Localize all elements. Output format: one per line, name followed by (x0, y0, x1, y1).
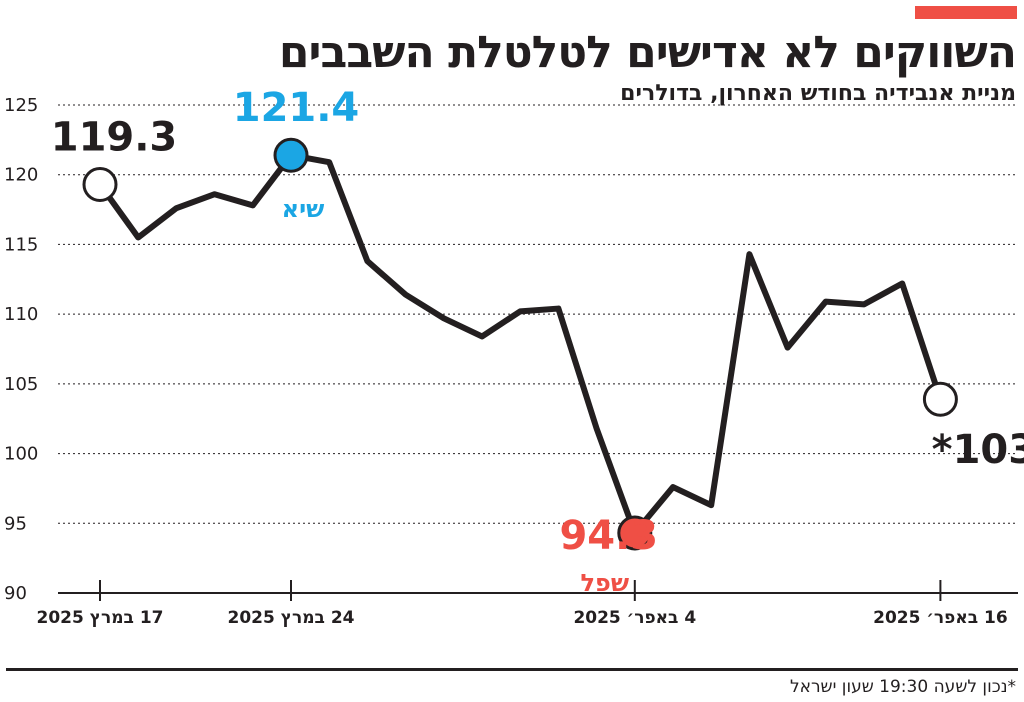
x-tick-label: 4 באפר׳ 2025 (573, 608, 696, 628)
x-tick-label: 17 במרץ 2025 (37, 608, 164, 628)
callout-label: 121.4 (233, 85, 360, 131)
point-markers (82, 137, 958, 551)
x-tick-label: 16 באפר׳ 2025 (873, 608, 1008, 628)
point-marker (273, 137, 309, 173)
grid-lines (58, 104, 1018, 524)
footer-rule (6, 668, 1018, 671)
y-tick-label: 120 (4, 165, 38, 186)
chart-subtitle: מניית אנבידיה בחודש האחרון, בדולרים (620, 81, 1016, 106)
y-tick-label: 115 (4, 234, 38, 255)
accent-bar (915, 6, 1017, 19)
y-tick-label: 125 (4, 95, 38, 116)
y-tick-label: 95 (4, 513, 27, 534)
y-tick-label: 100 (4, 444, 38, 465)
series-line (97, 152, 944, 537)
footnote: *נכון לשעה 19:30 שעון ישראל (789, 677, 1016, 697)
annotations: 119.3 121.4 שיא 94.3 שפל *103.9 (51, 85, 1024, 597)
series-polyline (97, 152, 944, 537)
y-tick-label: 105 (4, 374, 38, 395)
callout-label: 94.3 (559, 513, 658, 559)
axes: 90 95 100 105 110 115 120 125 17 במרץ 2025 24 במר… (4, 95, 1018, 628)
chart-title: השווקים לא אדישים לטלטלת השבבים (278, 27, 1017, 78)
point-marker (922, 381, 958, 417)
callout-label: *103.9 (932, 427, 1024, 473)
point-marker (82, 166, 118, 202)
callout-label: 119.3 (51, 114, 178, 160)
y-tick-label: 110 (4, 304, 38, 325)
x-tick-label: 24 במרץ 2025 (228, 608, 355, 628)
callout-sublabel: שיא (282, 195, 325, 223)
point-marker (617, 515, 653, 551)
callout-sublabel: שפל (581, 569, 630, 597)
y-tick-label: 90 (4, 583, 27, 604)
